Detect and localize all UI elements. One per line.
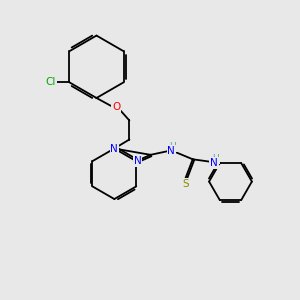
Text: S: S	[182, 179, 189, 189]
Text: N: N	[210, 158, 218, 168]
Text: Cl: Cl	[46, 77, 56, 87]
Text: N: N	[110, 143, 118, 154]
Text: H: H	[212, 154, 219, 163]
Text: H: H	[169, 142, 176, 151]
Text: O: O	[112, 102, 121, 112]
Text: N: N	[134, 156, 142, 166]
Text: N: N	[167, 146, 175, 156]
